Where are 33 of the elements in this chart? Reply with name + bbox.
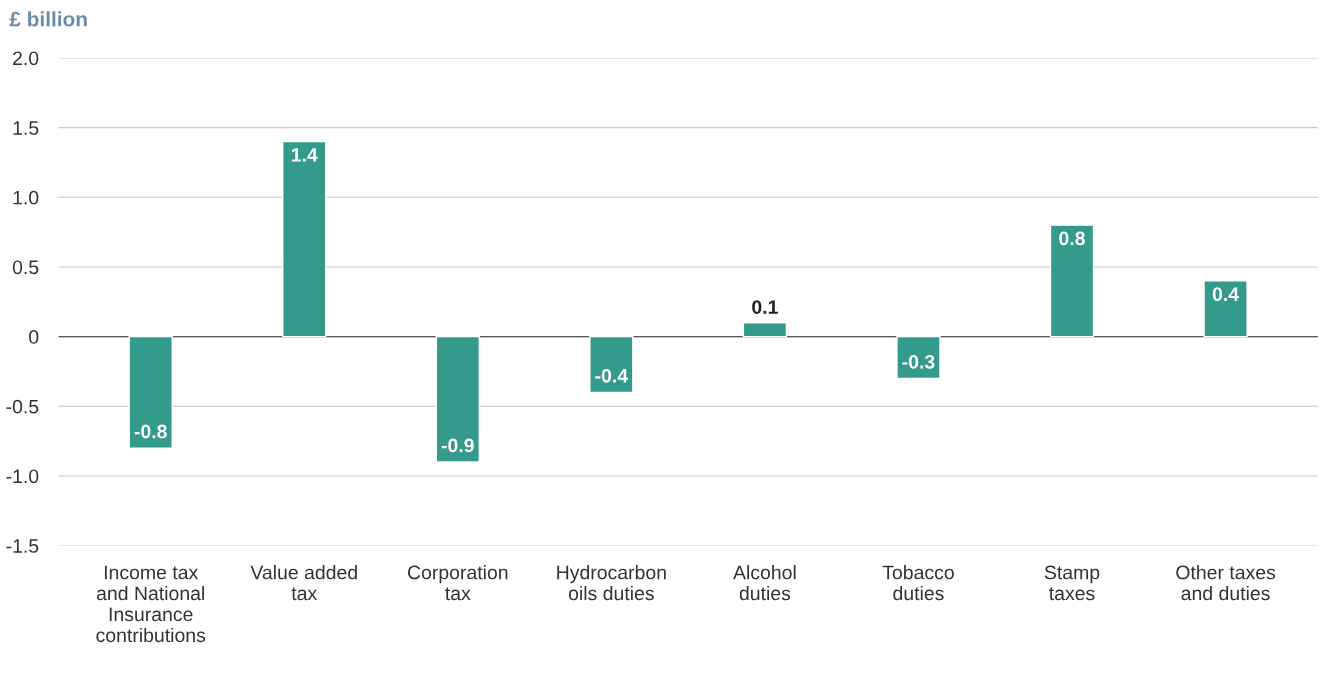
y-axis-title: £ billion (9, 11, 87, 27)
bar (589, 335, 634, 394)
bar (282, 140, 327, 338)
x-tick-label: Corporation tax (407, 565, 508, 601)
x-tick-label: Value added tax (250, 565, 357, 601)
data-label: 0.1 (752, 300, 778, 314)
y-tick-label: 0 (29, 330, 39, 344)
data-label: -0.3 (902, 354, 935, 369)
y-tick-label: -1.5 (6, 539, 39, 553)
x-tick-label: Other taxes and duties (1176, 565, 1276, 601)
y-tick-label: -0.5 (6, 399, 39, 414)
x-tick-label: Hydrocarbon oils duties (557, 565, 666, 601)
x-tick-label: Alcohol duties (733, 565, 796, 601)
bar (128, 335, 173, 449)
x-tick-label: Stamp taxes (1044, 565, 1100, 601)
bar (1049, 224, 1095, 338)
data-label: -0.8 (134, 424, 167, 439)
y-tick-label: 1.5 (13, 121, 39, 135)
data-label: -0.9 (441, 438, 474, 453)
data-label: 1.4 (291, 148, 318, 162)
data-label: -0.4 (595, 368, 628, 383)
y-tick-label: 0.5 (12, 260, 39, 275)
y-tick-label: 1.0 (13, 190, 39, 205)
x-tick-label: Tobacco duties (882, 565, 954, 601)
bar (742, 321, 788, 338)
bar (896, 335, 941, 380)
y-tick-label: 2.0 (13, 51, 39, 66)
data-label: 0.8 (1059, 231, 1085, 246)
data-label: 0.4 (1212, 287, 1239, 302)
x-tick-label: Income tax and National Insurance contributions (96, 565, 206, 643)
y-tick-label: -1.0 (6, 469, 39, 484)
bar (435, 335, 480, 463)
bar (1203, 280, 1248, 338)
